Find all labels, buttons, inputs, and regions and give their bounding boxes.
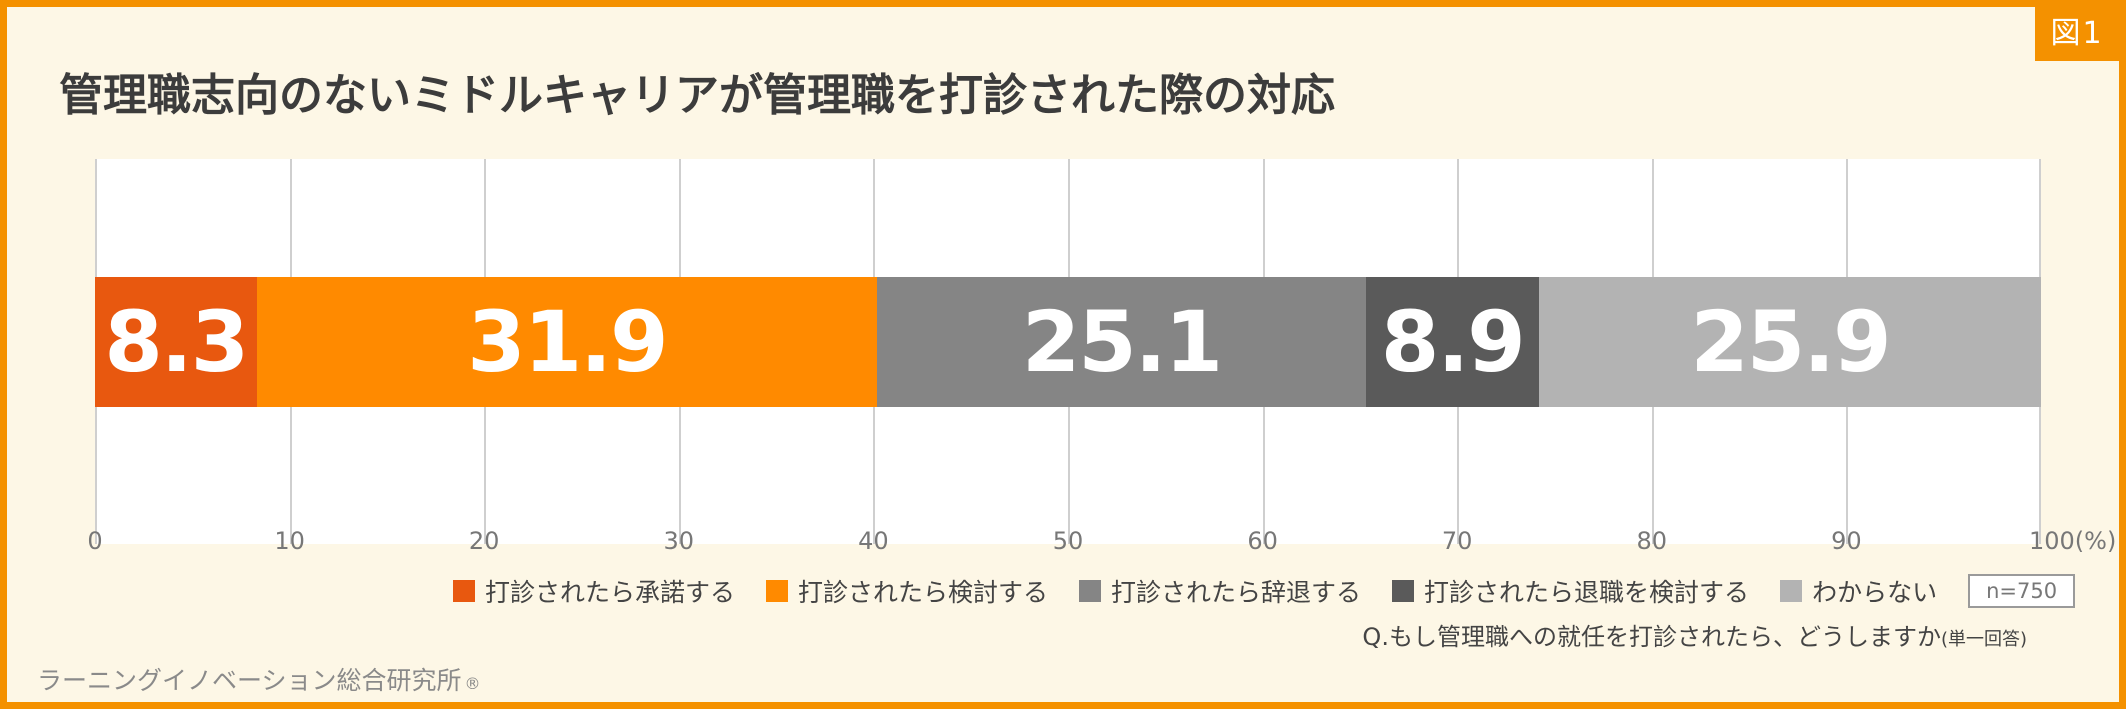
bar-value-label: 25.9 bbox=[1690, 293, 1891, 391]
sample-size-box: n=750 bbox=[1968, 574, 2076, 608]
legend-item: わからない bbox=[1780, 573, 1937, 609]
legend-swatch bbox=[1079, 580, 1102, 602]
bar-segment: 8.9 bbox=[1365, 277, 1539, 407]
legend-label: 打診されたら退職を検討する bbox=[1424, 578, 1750, 607]
question-note: (単一回答) bbox=[1940, 629, 2027, 650]
legend-swatch bbox=[766, 580, 789, 602]
figure-tag: 図1 bbox=[2035, 7, 2119, 61]
chart-title: 管理職志向のないミドルキャリアが管理職を打診された際の対応 bbox=[59, 70, 1335, 121]
credit-text: ラーニングイノベーション総合研究所 bbox=[37, 666, 462, 695]
legend-item: 打診されたら退職を検討する bbox=[1392, 573, 1749, 609]
x-tick-label: 80 bbox=[1636, 527, 1668, 555]
bar-value-label: 8.3 bbox=[104, 293, 249, 391]
bar-segment: 25.9 bbox=[1538, 277, 2041, 407]
question-main: Q.もし管理職への就任を打診されたら、どうしますか bbox=[1362, 623, 1941, 651]
legend-swatch bbox=[1780, 580, 1803, 602]
x-tick-label: 100(%) bbox=[2029, 527, 2117, 555]
legend-label: 打診されたら承諾する bbox=[485, 578, 736, 607]
legend-item: 打診されたら検討する bbox=[766, 573, 1048, 609]
legend-swatch bbox=[453, 580, 475, 602]
source-credit: ラーニングイノベーション総合研究所 ® bbox=[37, 661, 481, 697]
legend-swatch bbox=[1392, 580, 1415, 602]
x-tick-label: 40 bbox=[858, 527, 889, 555]
bar-segment: 31.9 bbox=[256, 277, 878, 407]
bar-value-label: 8.9 bbox=[1380, 293, 1526, 391]
x-tick-label: 20 bbox=[468, 527, 500, 555]
registered-mark: ® bbox=[464, 674, 481, 693]
legend-label: 打診されたら辞退する bbox=[1111, 578, 1362, 607]
legend-label: 打診されたら検討する bbox=[798, 578, 1049, 607]
legend-label: わからない bbox=[1812, 578, 1938, 607]
x-tick-label: 70 bbox=[1441, 527, 1473, 555]
x-tick-label: 50 bbox=[1052, 527, 1084, 555]
question-text: Q.もし管理職への就任を打診されたら、どうしますか(単一回答) bbox=[1362, 617, 2027, 652]
bar-value-label: 31.9 bbox=[467, 293, 668, 391]
legend: 打診されたら承諾する 打診されたら検討する 打診されたら辞退する 打診されたら退職を検… bbox=[453, 573, 2076, 609]
legend-item: 打診されたら辞退する bbox=[1079, 573, 1361, 609]
bar-segment: 8.3 bbox=[95, 277, 257, 407]
x-tick-label: 60 bbox=[1247, 527, 1278, 555]
x-tick-label: 10 bbox=[274, 527, 305, 555]
legend-item: 打診されたら承諾する bbox=[453, 573, 735, 609]
x-tick-label: 90 bbox=[1831, 527, 1862, 555]
bar-segment: 25.1 bbox=[877, 277, 1366, 407]
x-tick-label: 30 bbox=[663, 527, 695, 555]
x-tick-label: 0 bbox=[87, 527, 103, 555]
plot-area: 8.3 31.9 25.1 8.9 25.9 bbox=[95, 159, 2041, 544]
bar-value-label: 25.1 bbox=[1021, 293, 1223, 391]
